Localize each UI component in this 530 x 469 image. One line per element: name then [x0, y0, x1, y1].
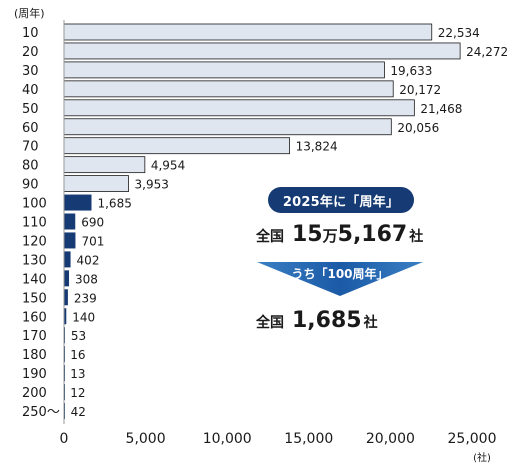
x-tick-label: 25,000 — [448, 431, 497, 447]
category-label: 90 — [22, 178, 39, 193]
down-arrow-banner: うち「100周年」 — [257, 262, 423, 296]
category-label: 80 — [22, 159, 39, 174]
category-label: 10 — [22, 26, 39, 41]
value-label: 12 — [70, 386, 85, 400]
total-num1: 15 — [292, 222, 323, 247]
value-label: 20,056 — [397, 121, 439, 135]
value-label: 42 — [71, 405, 86, 419]
category-label: 60 — [22, 121, 39, 136]
value-label: 16 — [70, 348, 85, 362]
value-label: 53 — [71, 329, 86, 343]
category-label: 50 — [22, 102, 39, 117]
value-label: 24,272 — [466, 45, 508, 59]
x-tick-label: 20,000 — [366, 431, 415, 447]
bar — [64, 213, 76, 230]
total-unit-man: 万 — [322, 227, 338, 245]
bar — [63, 61, 385, 79]
value-label: 308 — [75, 272, 98, 286]
centennial-num: 1,685 — [292, 308, 362, 333]
category-label: 250～ — [22, 405, 60, 420]
category-label: 140 — [22, 272, 47, 287]
value-label: 1,685 — [97, 197, 131, 211]
value-label: 239 — [74, 291, 97, 305]
value-label: 690 — [81, 216, 104, 230]
x-tick-label: 15,000 — [284, 431, 333, 447]
value-label: 402 — [77, 253, 100, 267]
value-label: 3,953 — [135, 178, 169, 192]
total-num2: 5,167 — [337, 222, 408, 247]
arrow-text: うち「100周年」 — [291, 267, 389, 281]
value-label: 140 — [72, 310, 95, 324]
value-label: 13 — [70, 367, 85, 381]
category-label: 190 — [22, 367, 47, 382]
category-label: 150 — [22, 291, 47, 306]
value-label: 4,954 — [151, 159, 185, 173]
bar — [63, 137, 291, 155]
category-label: 20 — [22, 45, 39, 60]
anniversary-2025-pill: 2025年に「周年」 — [268, 187, 414, 213]
x-tick-label: 5,000 — [126, 431, 166, 447]
value-label: 701 — [81, 234, 104, 248]
centennial-prefix: 全国 — [256, 315, 284, 331]
value-label: 22,534 — [438, 26, 480, 40]
centennial-companies-line: 全国 1,685 社 — [256, 308, 378, 338]
centennial-suffix: 社 — [363, 315, 378, 331]
value-label: 21,468 — [420, 102, 462, 116]
bar — [64, 232, 76, 249]
bar — [63, 80, 394, 98]
bar — [63, 118, 392, 136]
total-prefix: 全国 — [256, 229, 284, 245]
x-tick-label: 10,000 — [203, 431, 252, 447]
value-label: 19,633 — [390, 64, 432, 78]
bar — [64, 194, 92, 211]
category-label: 200 — [22, 386, 47, 401]
bar — [64, 251, 71, 268]
bar — [63, 23, 433, 41]
category-label: 40 — [22, 83, 39, 98]
x-unit-label: (社) — [473, 451, 491, 464]
value-label: 13,824 — [296, 140, 338, 154]
bar — [64, 308, 67, 325]
bar — [64, 270, 70, 287]
category-label: 120 — [22, 234, 47, 249]
x-tick-label: 0 — [60, 431, 69, 447]
value-label: 20,172 — [399, 83, 441, 97]
category-label: 180 — [22, 348, 47, 363]
category-label: 100 — [22, 197, 47, 212]
category-label: 170 — [22, 329, 47, 344]
category-label: 70 — [22, 140, 39, 155]
bar — [63, 42, 461, 60]
category-label: 130 — [22, 253, 47, 268]
category-label: 160 — [22, 310, 47, 325]
category-label: 30 — [22, 64, 39, 79]
category-label: 110 — [22, 216, 47, 231]
bar — [63, 175, 129, 193]
total-suffix: 社 — [409, 229, 424, 245]
y-unit-label: (周年) — [14, 6, 45, 20]
pill-text: 2025年に「周年」 — [282, 194, 400, 210]
down-arrow-icon — [257, 262, 423, 296]
bar — [63, 156, 146, 174]
bar — [64, 289, 68, 306]
total-companies-line: 全国 15 万 5,167 社 — [256, 222, 423, 252]
bar — [63, 99, 415, 117]
